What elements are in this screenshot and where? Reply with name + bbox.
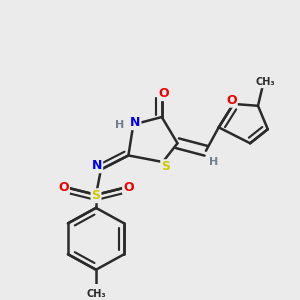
Text: O: O (226, 94, 237, 107)
Text: O: O (58, 181, 69, 194)
Text: S: S (161, 160, 170, 173)
Text: H: H (209, 157, 218, 167)
Text: H: H (115, 119, 124, 130)
Text: CH₃: CH₃ (255, 77, 274, 87)
Text: N: N (130, 116, 140, 129)
Text: S: S (92, 189, 100, 202)
Text: CH₃: CH₃ (86, 289, 106, 299)
Text: O: O (123, 181, 134, 194)
Text: O: O (158, 87, 169, 100)
Text: N: N (92, 159, 102, 172)
